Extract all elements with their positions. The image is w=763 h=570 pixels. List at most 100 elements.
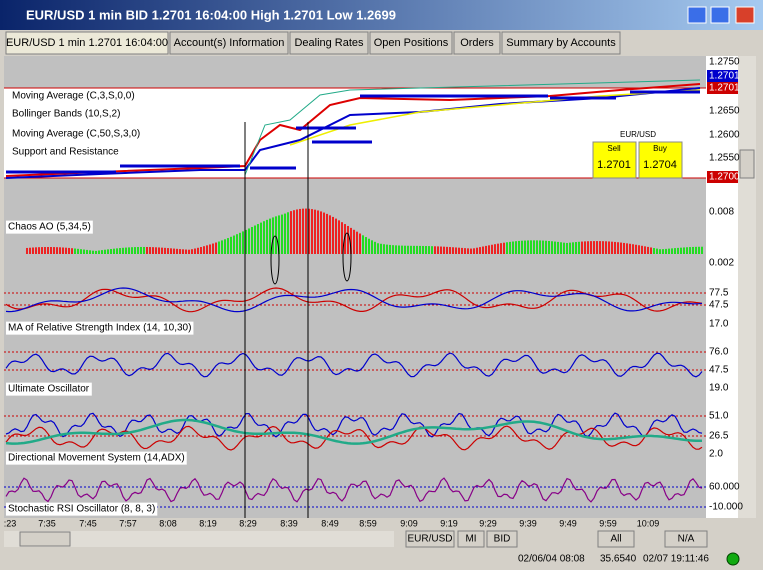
- label-bg: [8, 127, 136, 141]
- ao-bar: [89, 250, 91, 254]
- ao-bar: [449, 247, 451, 254]
- price-badge: [707, 82, 738, 94]
- ao-bar: [110, 248, 112, 254]
- ao-bar: [107, 249, 109, 254]
- ao-bar: [32, 247, 34, 254]
- ao-bar: [644, 246, 646, 254]
- h-scrollbar[interactable]: [4, 531, 394, 547]
- ao-bar: [314, 209, 316, 254]
- label-bg: [6, 321, 194, 335]
- highlight-ellipse: [342, 232, 352, 282]
- toolbar-button-label[interactable]: N/A: [678, 534, 695, 545]
- tab[interactable]: [453, 31, 501, 55]
- minimize-button[interactable]: [687, 6, 707, 24]
- ao-bar: [608, 241, 610, 254]
- status-indicator: [726, 552, 740, 566]
- tab-label[interactable]: Dealing Rates: [294, 37, 364, 49]
- tab-label[interactable]: Account(s) Information: [174, 37, 285, 49]
- indicator-label: Bollinger Bands (10,S,2): [12, 109, 120, 120]
- tab[interactable]: [289, 31, 369, 55]
- ao-bar: [299, 208, 301, 254]
- toolbar-button-label[interactable]: BID: [494, 534, 511, 545]
- ao-bar: [158, 247, 160, 254]
- ao-bar: [464, 248, 466, 254]
- value-tick-label: 47.5: [709, 365, 729, 376]
- ao-bar: [305, 208, 307, 254]
- ao-bar: [476, 247, 478, 254]
- time-tick-label: :23: [4, 518, 17, 528]
- ao-bar: [368, 238, 370, 254]
- close-button[interactable]: [735, 6, 755, 24]
- toolbar-button[interactable]: [486, 530, 518, 548]
- value-axis: [706, 56, 738, 518]
- maximize-button[interactable]: [710, 6, 730, 24]
- tab[interactable]: [501, 31, 621, 55]
- ao-bar: [617, 242, 619, 254]
- ao-bar: [155, 247, 157, 254]
- ao-bar: [245, 229, 247, 254]
- toolbar-button[interactable]: [405, 530, 455, 548]
- ao-bar: [614, 241, 616, 254]
- ao-bar: [605, 241, 607, 254]
- status-text: 02/07 19:11:46: [643, 554, 709, 565]
- ao-bar: [554, 241, 556, 254]
- toolbar-button[interactable]: [597, 530, 635, 548]
- ao-bar: [653, 248, 655, 254]
- indicator-line: [5, 418, 703, 445]
- time-tick-label: 9:59: [599, 518, 617, 528]
- toolbar-button-label[interactable]: MI: [465, 534, 476, 545]
- ao-bar: [380, 243, 382, 254]
- ao-bar: [56, 247, 58, 254]
- ao-bar: [443, 246, 445, 254]
- ao-bar: [482, 246, 484, 254]
- ao-bar: [434, 246, 436, 254]
- ao-bar: [272, 217, 274, 254]
- ao-bar: [560, 242, 562, 254]
- value-tick-label: 17.0: [709, 319, 729, 330]
- sell-box[interactable]: [592, 141, 637, 179]
- ao-bar: [575, 242, 577, 254]
- ao-bar: [407, 245, 409, 254]
- tab[interactable]: [5, 31, 169, 55]
- ao-bar: [278, 215, 280, 254]
- label-bg: [6, 502, 158, 516]
- ao-bar: [200, 247, 202, 254]
- ao-bar: [113, 248, 115, 254]
- ao-bar: [242, 231, 244, 254]
- ao-bar: [335, 218, 337, 254]
- v-scroll-thumb[interactable]: [739, 149, 755, 179]
- ao-bar: [176, 248, 178, 254]
- ao-bar: [458, 247, 460, 254]
- sell-price: 1.2701: [597, 159, 631, 171]
- indicator-line: [5, 287, 703, 313]
- ao-bar: [593, 241, 595, 254]
- toolbar-button-label[interactable]: EUR/USD: [407, 534, 452, 545]
- value-tick-label: 47.5: [709, 300, 729, 311]
- ao-bar: [338, 220, 340, 254]
- ao-bar: [29, 247, 31, 254]
- time-tick-label: 8:19: [199, 518, 217, 528]
- buy-box[interactable]: [638, 141, 683, 179]
- ao-bar: [131, 247, 133, 254]
- tab-label[interactable]: Summary by Accounts: [506, 37, 616, 49]
- value-tick-label: -10.000: [709, 502, 743, 513]
- value-tick-label: 77.5: [709, 288, 729, 299]
- ao-bar: [392, 245, 394, 254]
- v-scrollbar[interactable]: [738, 56, 756, 518]
- value-tick-label: 1.2650: [709, 106, 740, 117]
- price-badge: [707, 70, 738, 82]
- tab-label[interactable]: Open Positions: [374, 37, 449, 49]
- tab[interactable]: [169, 31, 289, 55]
- ao-bar: [635, 244, 637, 254]
- toolbar-button[interactable]: [457, 530, 485, 548]
- tab-label[interactable]: Orders: [460, 37, 494, 49]
- indicator-label: MA of Relative Strength Index (14, 10,30…: [8, 323, 191, 334]
- h-scroll-thumb[interactable]: [19, 531, 71, 547]
- ao-bar: [488, 245, 490, 254]
- toolbar-button-label[interactable]: All: [610, 534, 621, 545]
- value-tick-label: 1.2550: [709, 153, 740, 164]
- ao-bar: [650, 247, 652, 254]
- tab-label[interactable]: EUR/USD 1 min 1.2701 16:04:00: [6, 37, 168, 49]
- tab[interactable]: [369, 31, 453, 55]
- toolbar-button[interactable]: [664, 530, 708, 548]
